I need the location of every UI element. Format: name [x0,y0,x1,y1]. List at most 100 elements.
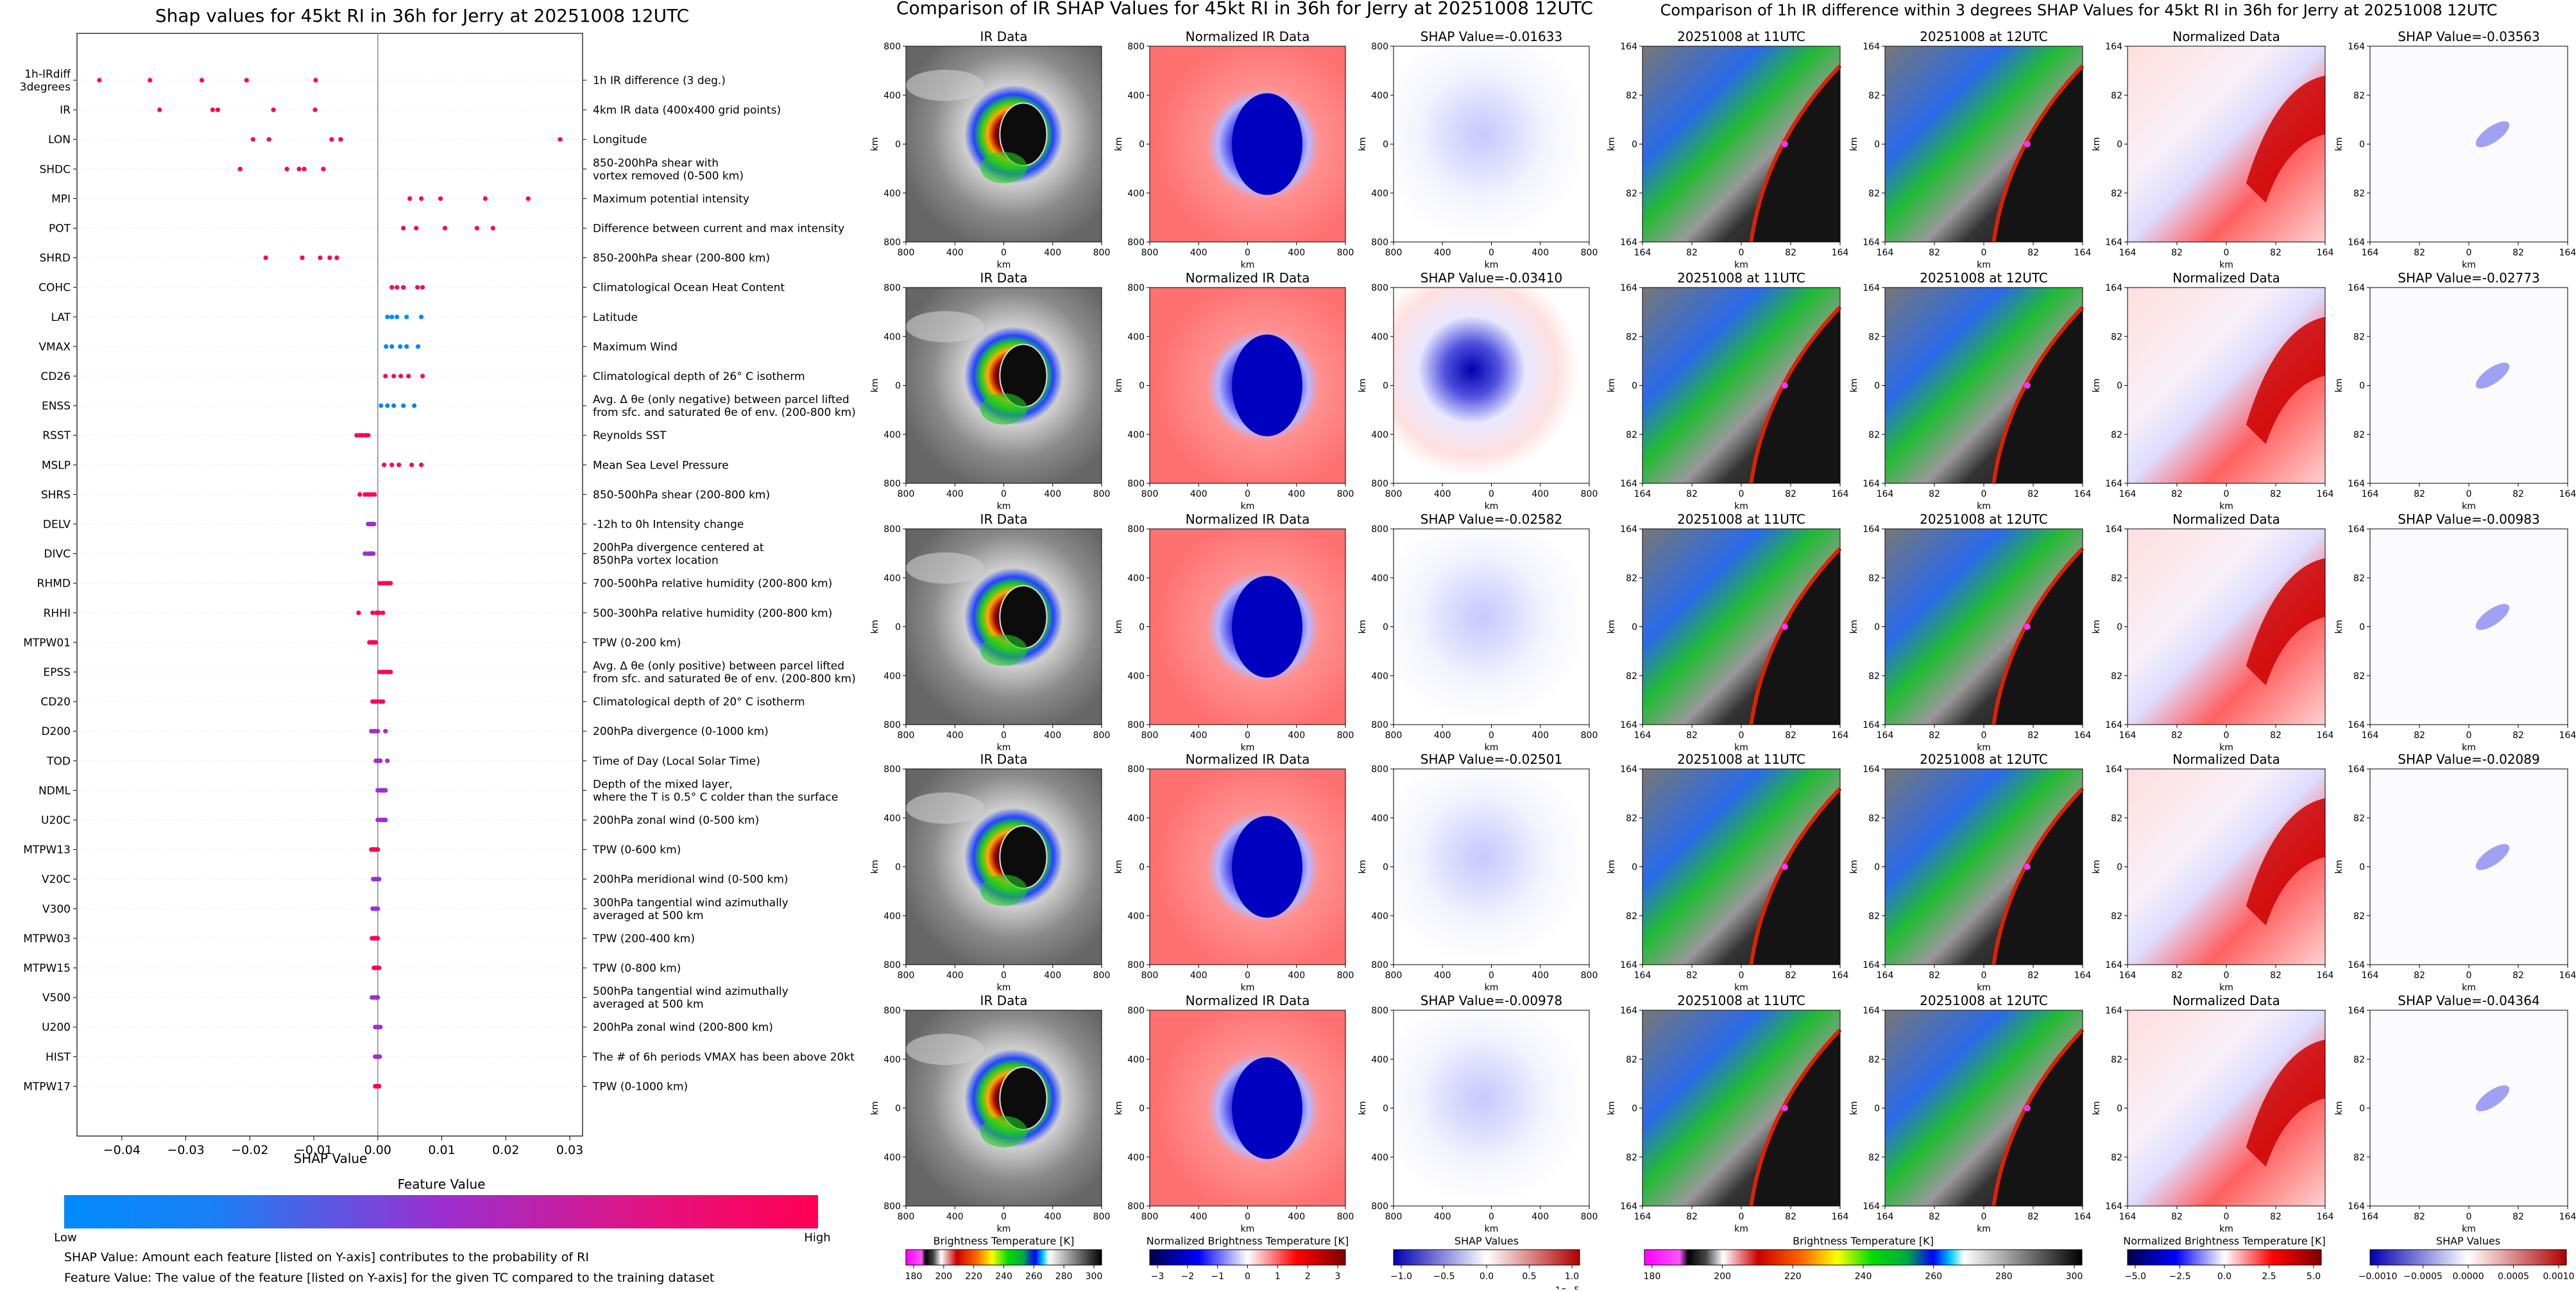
y-tick-label: 0 [2117,1104,2122,1114]
x-axis-label: km [2462,1224,2476,1234]
y-tick-label: 82 [2111,671,2122,682]
shap-point [383,788,388,793]
shap-point [321,166,326,171]
x-tick-label: 164 [2362,248,2379,258]
y-tick-label: 800 [883,42,901,52]
x-tick-label: 400 [1434,489,1451,499]
x-tick-label: 164 [2317,248,2334,258]
x-tick-label: 82 [2171,248,2183,258]
x-tick-label: 0 [2466,730,2472,741]
x-tick-label: 400 [1190,730,1207,741]
x-tick-label: 0 [2224,970,2230,981]
x-tick-label: 82 [2512,489,2524,499]
colorbar: SHAP Values −0.0010 −0.0005 0.0000 0.0005 0.0… [2358,1235,2575,1282]
x-axis-label: km [1241,743,1255,753]
x-tick-label: 400 [1190,248,1207,258]
x-tick-label: 82 [2027,970,2039,981]
y-tick-label: 164 [2348,237,2365,248]
y-tick-label: 400 [1127,430,1145,440]
x-tick-label: 800 [1337,248,1354,258]
x-tick-label: 82 [1929,1212,1940,1222]
y-tick-label: 0 [1139,863,1145,873]
y-tick-label: 400 [1127,1055,1145,1065]
feature-label: IR [60,104,71,117]
panel-title: SHAP Value=-0.02582 [1420,512,1562,527]
colorbar-ramp [2127,1249,2322,1266]
colorbar-tick-label: −2.5 [2169,1271,2191,1282]
feature-label: 3degrees [20,81,71,94]
convective-band [980,874,1028,906]
feature-description: Avg. Δ θe (only negative) between parcel… [593,393,849,406]
shap-point [383,728,388,734]
x-tick-label: 400 [1288,730,1305,741]
y-axis-label: km [1849,860,1859,874]
x-axis-label: km [1485,743,1499,753]
storm-shield [1993,1029,2083,1206]
panel-title: Normalized IR Data [1186,270,1310,286]
x-tick-label: 0 [1488,489,1494,499]
storm-shield [1751,788,1840,965]
x-tick-label: 400 [1531,970,1549,981]
panel-title: 20251008 at 12UTC [1920,29,2048,44]
colorbar-tick-label: 300 [2066,1271,2083,1282]
y-tick-label: 0 [1383,863,1388,873]
image-raster [1394,46,1589,242]
x-tick-label: 164 [1832,730,1849,741]
y-tick-label: 164 [2105,1202,2122,1212]
y-tick-label: 400 [883,813,901,823]
feature-description: Mean Sea Level Pressure [593,459,729,472]
storm-shield [1751,65,1840,242]
feature-description: Climatological Ocean Heat Content [593,282,785,295]
feature-description: 200hPa divergence centered at [593,542,764,555]
y-tick-label: 400 [1371,573,1388,583]
x-axis-label: km [2462,983,2476,993]
shap-point [148,78,153,83]
feature-label: VMAX [38,341,71,354]
x-tick-label: 0 [2224,248,2230,258]
shap-point [415,285,420,290]
feature-description: Depth of the mixed layer, [593,778,733,791]
x-tick-label: 82 [1785,489,1796,499]
y-tick-label: 800 [1127,720,1145,730]
y-tick-label: 0 [1632,1104,1637,1114]
storm-center-marker [1781,1105,1788,1112]
x-tick-label: 0 [1981,1212,1987,1222]
feature-description: 200hPa meridional wind (0-500 km) [593,874,789,886]
y-tick-label: 164 [2348,524,2365,535]
x-tick-label: 400 [1288,1212,1305,1222]
shap-point [377,877,382,882]
x-tick-label: 164 [2074,248,2092,258]
x-tick-label: 82 [2414,1212,2425,1222]
x-tick-label: 0 [1981,248,1987,258]
cold-region [1232,334,1302,436]
y-axis-label: km [1114,379,1124,393]
y-tick-label: 164 [2348,764,2365,775]
y-tick-label: 0 [1632,863,1637,873]
y-axis-label: km [1114,137,1124,151]
y-axis-label: km [1849,137,1859,151]
y-tick-label: 800 [1371,1202,1388,1212]
colorbar-label: Normalized Brightness Temperature [K] [1147,1235,1349,1247]
shap-point [97,78,102,83]
colorbar: Normalized Brightness Temperature [K] −5.… [2123,1235,2326,1282]
image-panel: SHAP Value=-0.03563164164828200828216416… [2334,29,2576,270]
shap-point [210,107,216,112]
x-axis-label: km [1485,260,1499,270]
y-tick-label: 82 [2353,430,2365,440]
y-tick-label: 82 [2111,911,2122,922]
image-raster [2370,769,2568,965]
y-tick-label: 164 [2105,1006,2122,1016]
feature-description: TPW (0-800 km) [592,962,681,975]
x-tick-label: 164 [2317,489,2334,499]
x-tick-label: 82 [2027,489,2039,499]
y-tick-label: 400 [883,430,901,440]
y-axis-label: km [2334,860,2344,874]
colorbar-tick-label: 0 [1245,1271,1250,1282]
x-tick-label: −0.03 [167,1143,204,1157]
shap-point [356,610,361,616]
y-tick-label: 164 [2348,283,2365,293]
image-raster [1394,1010,1589,1206]
warming-arc [2246,75,2325,203]
x-tick-label: 164 [2119,970,2137,981]
x-tick-label: 82 [1686,489,1698,499]
